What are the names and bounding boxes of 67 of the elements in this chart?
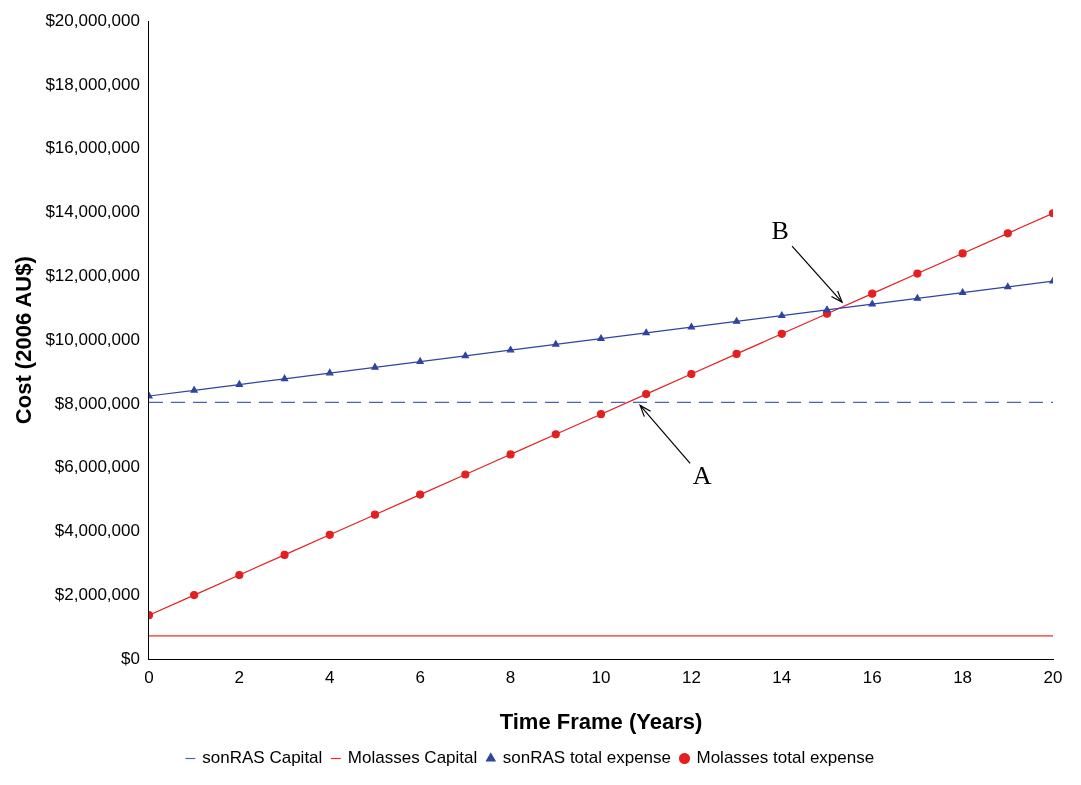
x-tick-label: 16	[862, 668, 882, 688]
point	[596, 410, 606, 419]
legend-label: Molasses total expense	[696, 748, 875, 768]
point	[687, 323, 696, 330]
y-tick-label: $6,000,000	[54, 457, 140, 477]
point	[506, 345, 515, 353]
y-tick-label: $10,000,000	[45, 329, 140, 349]
point	[777, 329, 786, 338]
point	[416, 357, 424, 364]
legend-label: sonRAS Capital	[202, 748, 323, 768]
annotation: B	[771, 215, 789, 245]
point	[732, 349, 741, 359]
legend-label: Molasses Capital	[347, 748, 478, 768]
point	[687, 369, 696, 379]
y-tick-label: $14,000,000	[45, 202, 140, 222]
y-tick-label: $4,000,000	[54, 521, 140, 541]
point	[958, 288, 967, 296]
x-tick-label: 18	[953, 668, 973, 688]
y-tick-label: $18,000,000	[45, 74, 140, 94]
point	[642, 390, 651, 399]
point	[823, 305, 831, 313]
x-tick-label: 20	[1043, 668, 1063, 688]
point	[551, 430, 560, 439]
y-tick-label: $8,000,000	[54, 393, 140, 413]
point	[868, 289, 877, 298]
y-tick-label: $16,000,000	[45, 138, 140, 158]
y-axis-title: Cost (2006 AU$)	[11, 256, 37, 425]
legend-label: sonRAS total expense	[502, 748, 672, 768]
point	[958, 249, 967, 258]
x-tick-label: 0	[144, 668, 154, 688]
point	[913, 294, 922, 301]
x-tick-label: 6	[415, 668, 425, 688]
annotation: A	[692, 461, 712, 491]
x-tick-label: 14	[772, 668, 792, 688]
point	[552, 340, 560, 347]
x-axis-title: Time Frame (Years)	[499, 708, 703, 734]
y-tick-label: $2,000,000	[54, 585, 140, 605]
point	[235, 380, 243, 387]
y-tick-label: $20,000,000	[45, 10, 140, 30]
point	[461, 470, 470, 479]
y-tick-label: $0	[121, 648, 140, 668]
x-tick-label: 8	[505, 668, 516, 688]
point	[868, 300, 876, 307]
point	[325, 530, 334, 539]
point	[1003, 229, 1012, 238]
x-tick-label: 10	[591, 668, 611, 688]
x-tick-label: 12	[681, 668, 701, 688]
point	[913, 269, 922, 278]
point	[371, 363, 379, 370]
point	[370, 510, 380, 519]
x-tick-label: 4	[325, 668, 335, 688]
point	[461, 351, 469, 359]
point	[732, 317, 741, 324]
point	[280, 550, 289, 559]
point	[190, 590, 199, 600]
point	[1004, 282, 1012, 290]
point	[235, 570, 244, 580]
x-tick-label: 2	[234, 668, 245, 688]
point	[642, 328, 650, 336]
point	[778, 311, 786, 318]
y-tick-label: $12,000,000	[45, 266, 140, 286]
point	[416, 490, 425, 499]
point	[326, 368, 334, 376]
point	[597, 334, 605, 341]
point	[280, 374, 289, 382]
point	[190, 386, 198, 393]
point	[506, 450, 515, 459]
